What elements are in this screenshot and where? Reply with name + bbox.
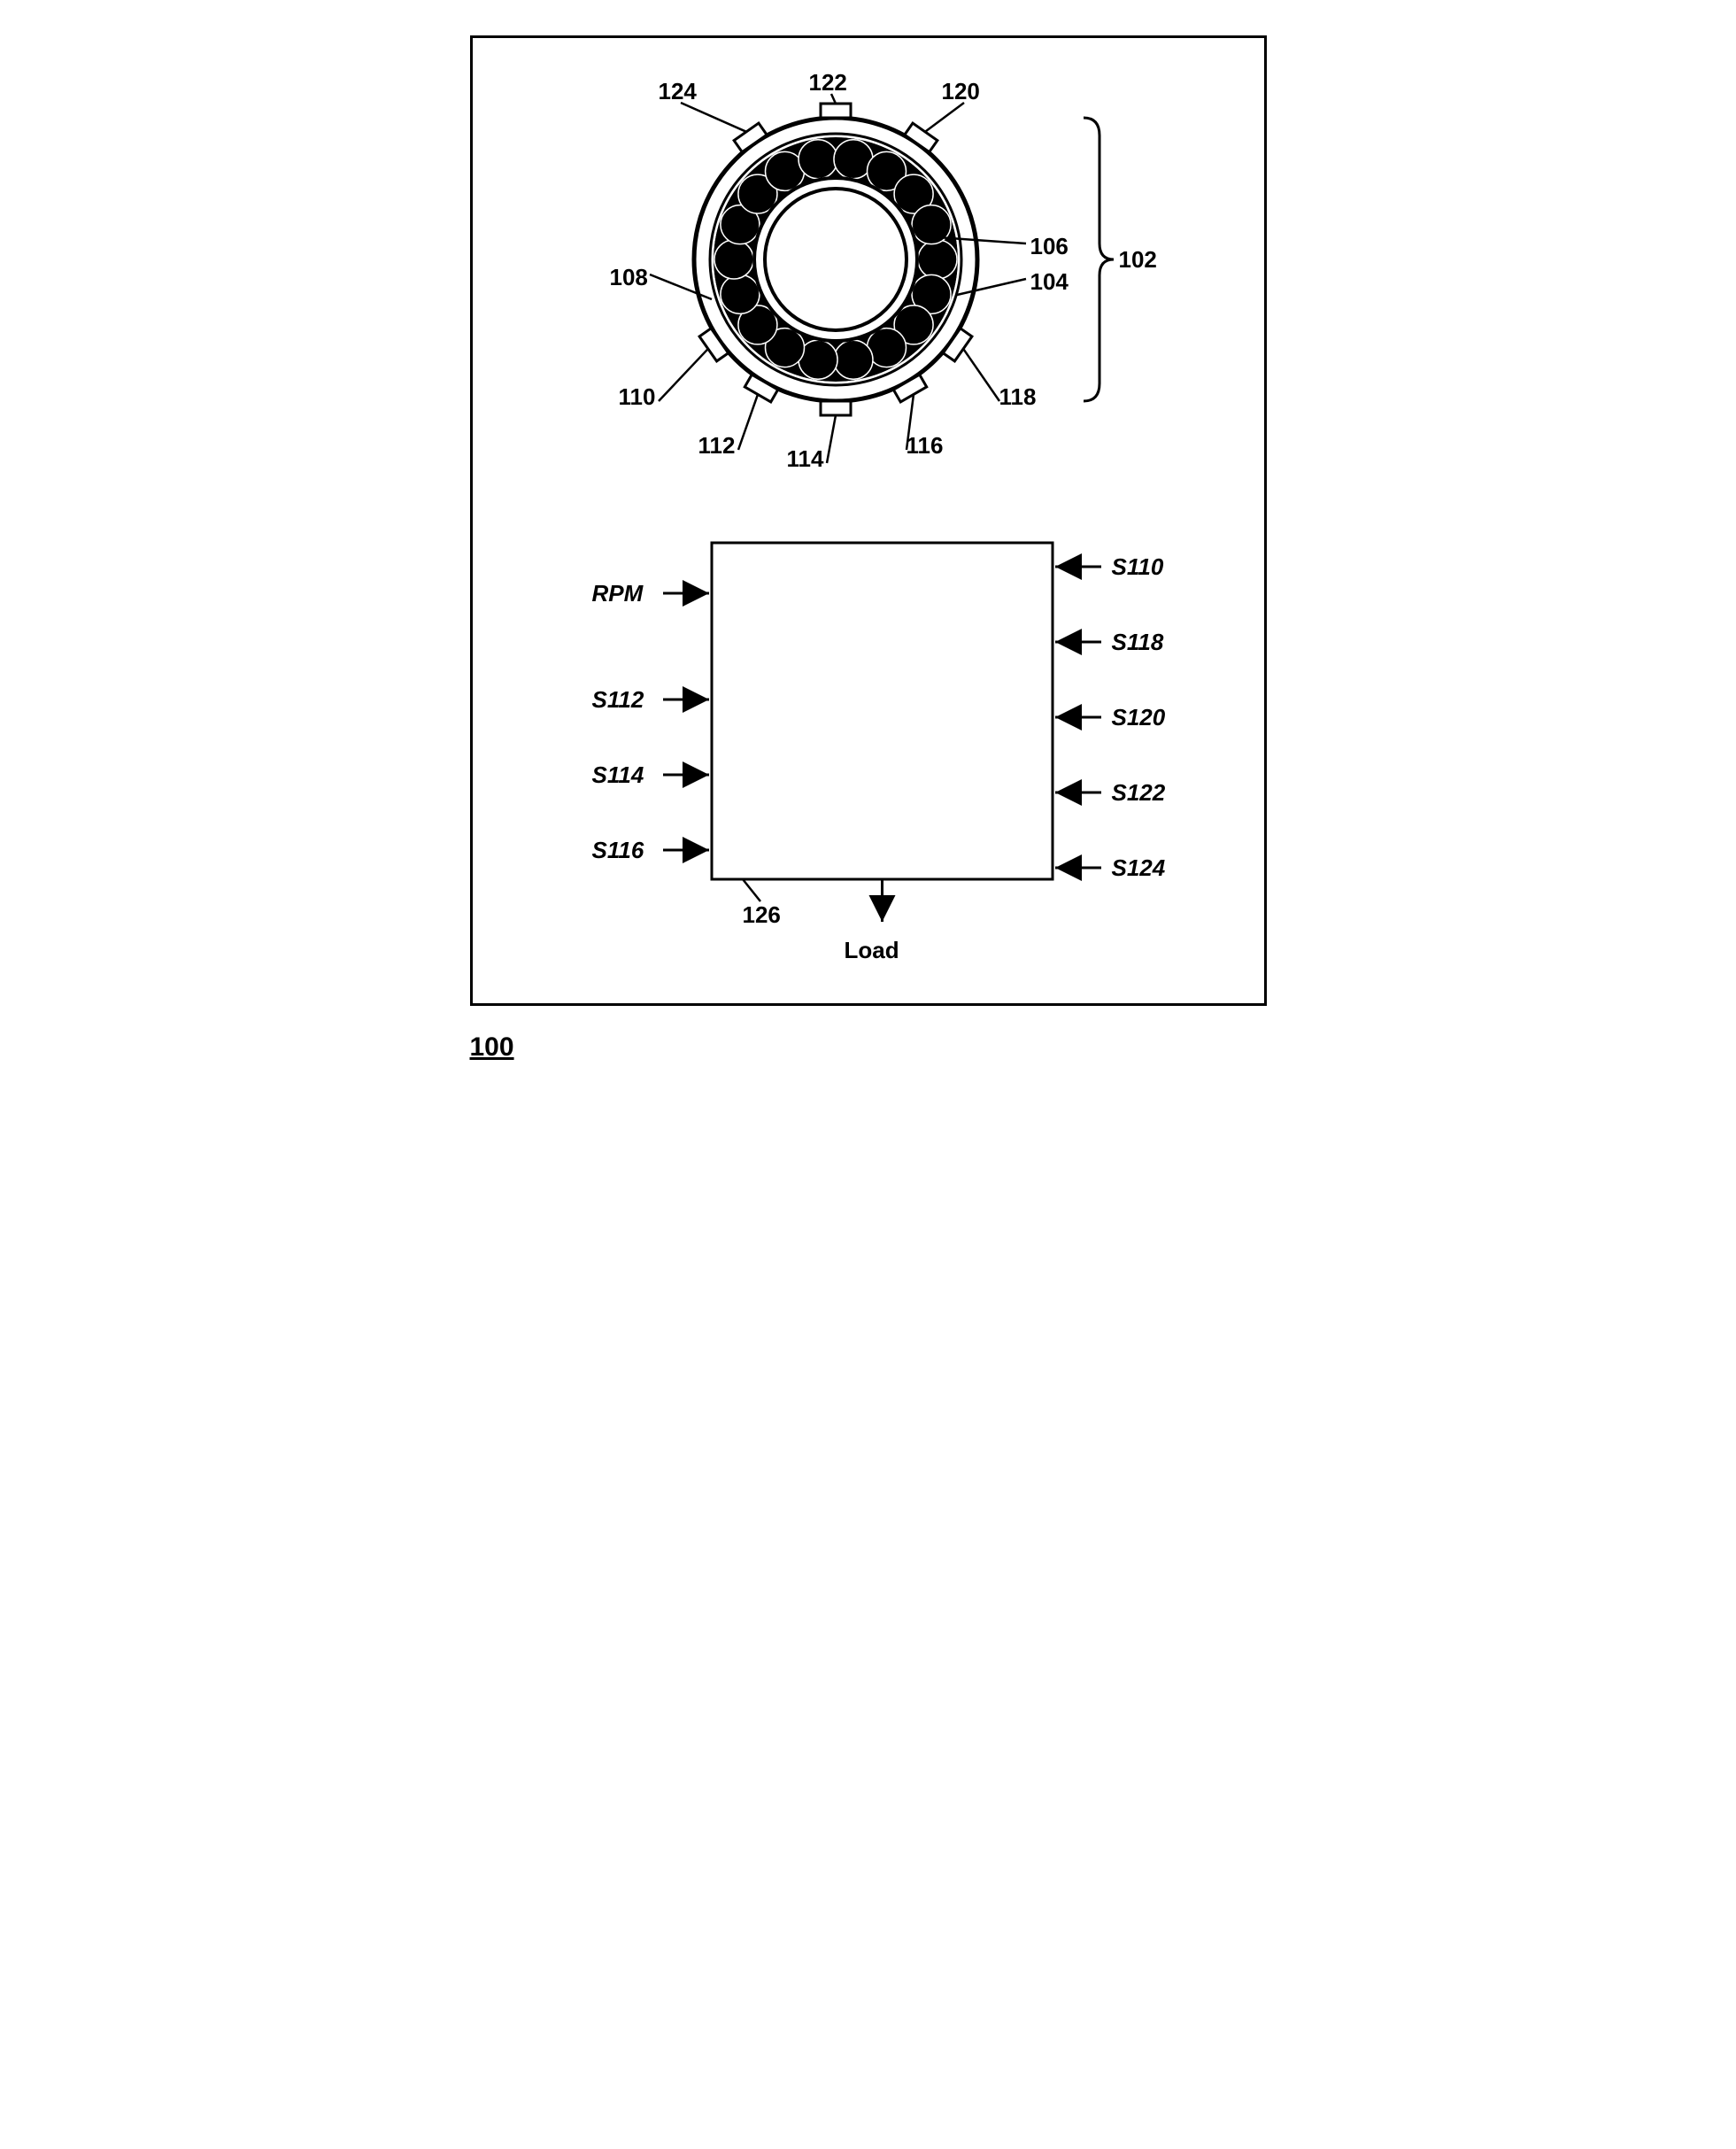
figure-number: 100	[470, 1032, 1267, 1063]
diagram-stage: 110112114116118120122124106104108102Load…	[517, 65, 1225, 968]
load-determining-system-block	[712, 543, 1053, 879]
overlay	[517, 65, 1225, 968]
diagram-frame: 110112114116118120122124106104108102Load…	[470, 35, 1267, 1006]
